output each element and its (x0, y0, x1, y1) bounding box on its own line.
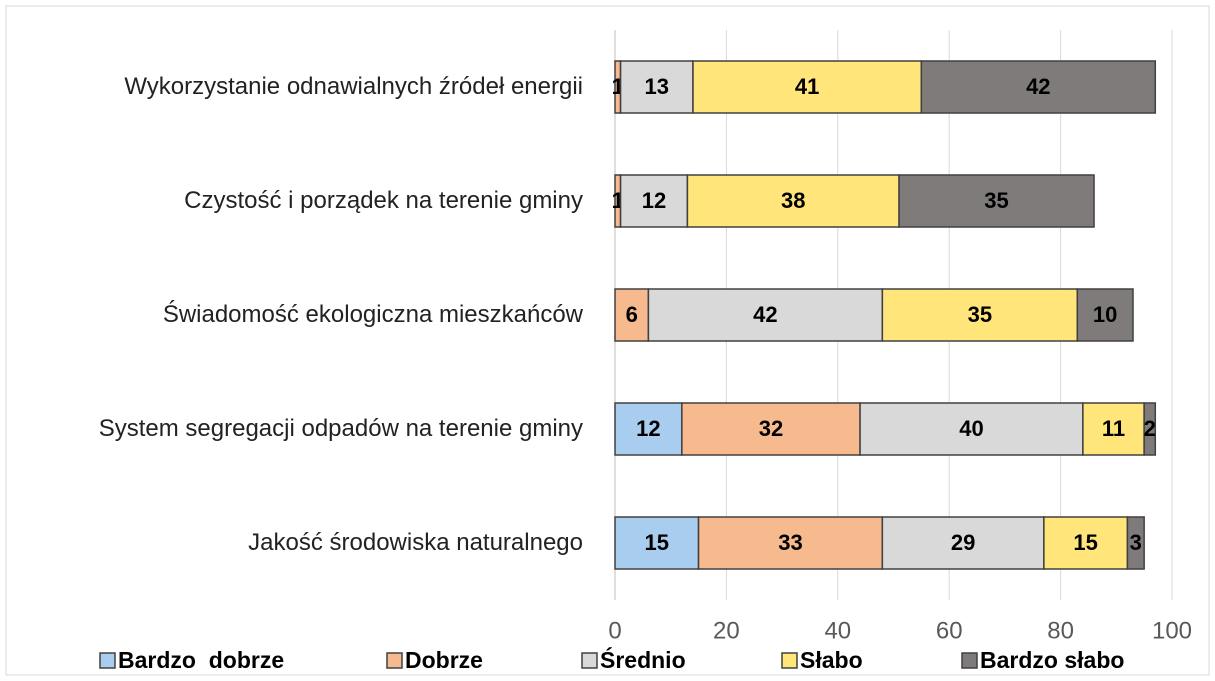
data-label: 32 (759, 416, 783, 441)
legend-swatch (581, 652, 598, 669)
bar-segment (881, 288, 1079, 342)
bar-segment (614, 288, 650, 342)
bar-segment (647, 288, 884, 342)
legend-swatch (961, 652, 978, 669)
y-tick-label: Wykorzystanie odnawialnych źródeł energi… (124, 73, 583, 100)
x-tick-label: 40 (824, 617, 851, 644)
bar-segment (881, 516, 1045, 570)
bar-segment (1076, 288, 1134, 342)
data-label: 42 (753, 302, 777, 327)
bar-segment (1143, 402, 1157, 456)
legend-swatch (99, 652, 116, 669)
data-label: 12 (636, 416, 660, 441)
legend-label: Bardzo słabo (980, 647, 1124, 673)
x-tick-label: 0 (608, 617, 621, 644)
x-tick-label: 60 (936, 617, 963, 644)
bar-segment (1043, 516, 1129, 570)
data-label: 35 (968, 302, 992, 327)
bar-segment (1082, 402, 1145, 456)
data-label: 2 (1144, 416, 1156, 441)
data-label: 12 (642, 188, 666, 213)
data-label: 33 (778, 530, 802, 555)
data-label: 6 (626, 302, 638, 327)
x-tick-label: 100 (1152, 617, 1192, 644)
bar-segment (920, 60, 1157, 114)
legend-label: Średnio (600, 646, 686, 673)
legend-swatch (781, 652, 798, 669)
data-label: 38 (781, 188, 805, 213)
legend-label: Bardzo dobrze (118, 647, 284, 673)
bar-segment (692, 60, 923, 114)
y-tick-label: Jakość środowiska naturalnego (248, 529, 583, 556)
data-label: 15 (645, 530, 669, 555)
data-label: 40 (959, 416, 983, 441)
chart-border (5, 5, 1210, 676)
y-tick-label: Czystość i porządek na terenie gminy (184, 187, 583, 214)
data-label: 11 (1102, 416, 1125, 441)
legend-label: Dobrze (405, 647, 483, 673)
bar-segment (859, 402, 1084, 456)
y-tick-label: Świadomość ekologiczna mieszkańców (162, 301, 583, 328)
legend-label: Słabo (800, 647, 863, 673)
bar-segment (898, 174, 1095, 228)
y-tick-label: System segregacji odpadów na terenie gmi… (98, 415, 583, 442)
data-label: 29 (951, 530, 975, 555)
data-label: 13 (645, 74, 669, 99)
legend-swatch (386, 652, 403, 669)
data-label: 42 (1026, 74, 1050, 99)
bar-segment (1126, 516, 1145, 570)
bar-segment (686, 174, 900, 228)
data-label: 10 (1093, 302, 1117, 327)
bar-segment (619, 174, 689, 228)
bar-segment (619, 60, 694, 114)
data-label: 3 (1130, 530, 1142, 555)
bar-segment (697, 516, 884, 570)
data-label: 35 (984, 188, 1008, 213)
data-label: 41 (795, 74, 819, 99)
x-tick-label: 20 (713, 617, 740, 644)
bar-segment (614, 516, 700, 570)
bar-segment (681, 402, 861, 456)
bar-segment (614, 402, 683, 456)
x-tick-label: 80 (1047, 617, 1074, 644)
data-label: 15 (1073, 530, 1097, 555)
